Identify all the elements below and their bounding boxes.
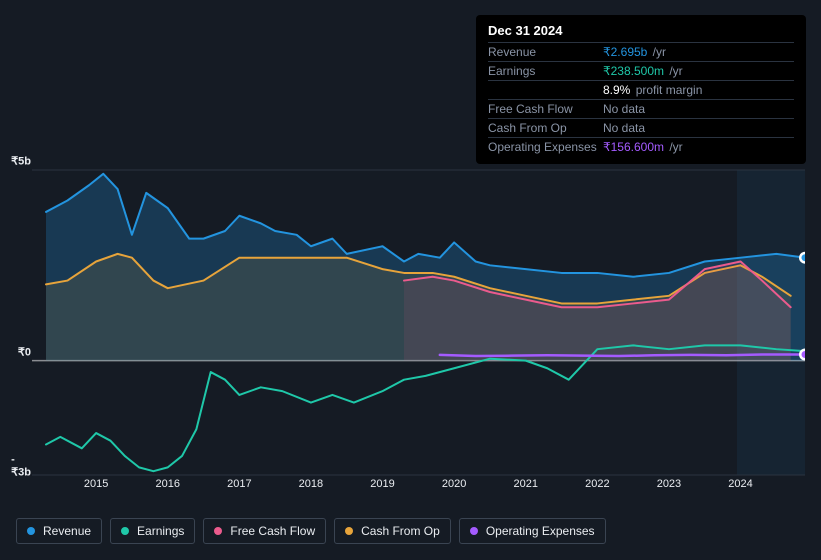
tooltip-rows: Revenue₹2.695b /yrEarnings₹238.500m /yr8…: [488, 42, 794, 156]
legend-dot-icon: [121, 527, 129, 535]
legend-item[interactable]: Cash From Op: [334, 518, 451, 544]
tooltip-row-label: Cash From Op: [488, 121, 603, 135]
tooltip-row-label: Free Cash Flow: [488, 102, 603, 116]
tooltip-row-label: Revenue: [488, 45, 603, 59]
financials-chart[interactable]: ₹5b₹0-₹3b 201520162017201820192020202120…: [16, 160, 805, 490]
chart-legend: Revenue Earnings Free Cash Flow Cash From O…: [16, 518, 606, 544]
tooltip-row: Revenue₹2.695b /yr: [488, 42, 794, 61]
legend-label: Earnings: [137, 524, 184, 538]
x-axis-label: 2017: [227, 478, 251, 490]
x-axis-label: 2022: [585, 478, 609, 490]
y-axis-label: -₹3b: [11, 454, 31, 479]
tooltip-row-value: ₹2.695b /yr: [603, 45, 794, 59]
tooltip-row-label: Operating Expenses: [488, 140, 603, 154]
tooltip-row-value: 8.9% profit margin: [603, 83, 794, 97]
tooltip-row: Cash From OpNo data: [488, 118, 794, 137]
tooltip-row: 8.9% profit margin: [488, 80, 794, 99]
legend-label: Free Cash Flow: [230, 524, 315, 538]
legend-label: Revenue: [43, 524, 91, 538]
legend-label: Cash From Op: [361, 524, 440, 538]
tooltip-row-value: ₹238.500m /yr: [603, 64, 794, 78]
legend-item[interactable]: Earnings: [110, 518, 195, 544]
tooltip-row: Earnings₹238.500m /yr: [488, 61, 794, 80]
legend-label: Operating Expenses: [486, 524, 595, 538]
tooltip-row: Free Cash FlowNo data: [488, 99, 794, 118]
legend-item[interactable]: Free Cash Flow: [203, 518, 326, 544]
x-axis-label: 2018: [299, 478, 323, 490]
x-axis-label: 2015: [84, 478, 108, 490]
tooltip-date: Dec 31 2024: [488, 23, 794, 42]
legend-item[interactable]: Revenue: [16, 518, 102, 544]
x-axis-label: 2021: [513, 478, 537, 490]
tooltip-row: Operating Expenses₹156.600m /yr: [488, 137, 794, 156]
tooltip-row-value: ₹156.600m /yr: [603, 140, 794, 154]
legend-dot-icon: [214, 527, 222, 535]
legend-dot-icon: [345, 527, 353, 535]
x-axis-label: 2019: [370, 478, 394, 490]
tooltip-row-value: No data: [603, 121, 794, 135]
y-axis-label: ₹5b: [11, 155, 31, 168]
x-axis-label: 2016: [155, 478, 179, 490]
y-axis-label: ₹0: [18, 345, 31, 358]
hover-tooltip: Dec 31 2024 Revenue₹2.695b /yrEarnings₹2…: [476, 15, 806, 164]
x-axis-label: 2024: [728, 478, 752, 490]
tooltip-row-value: No data: [603, 102, 794, 116]
x-axis-label: 2023: [657, 478, 681, 490]
x-axis-label: 2020: [442, 478, 466, 490]
tooltip-row-label: Earnings: [488, 64, 603, 78]
tooltip-row-label: [488, 83, 603, 97]
legend-item[interactable]: Operating Expenses: [459, 518, 606, 544]
legend-dot-icon: [470, 527, 478, 535]
legend-dot-icon: [27, 527, 35, 535]
